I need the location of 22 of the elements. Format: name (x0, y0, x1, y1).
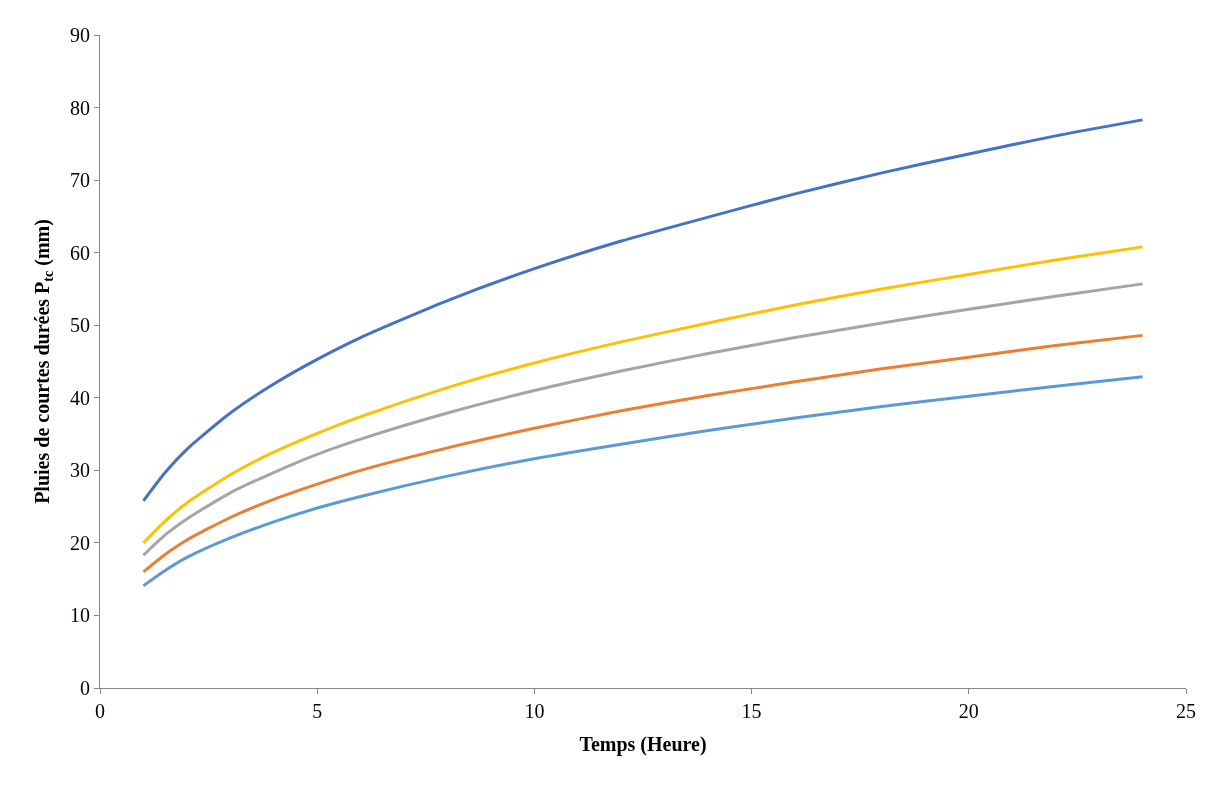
y-tick-label: 10 (70, 604, 90, 627)
y-tick-label: 80 (70, 96, 90, 119)
line-series (141, 333, 1145, 574)
y-tick-label: 20 (70, 531, 90, 554)
y-tick-label: 50 (70, 314, 90, 337)
x-tick-label: 5 (312, 700, 323, 722)
x-tick-label: 15 (741, 700, 762, 722)
y-tick-label: 30 (70, 459, 90, 482)
x-tick-label: 0 (95, 700, 105, 722)
y-tick-label: 0 (80, 677, 90, 699)
line-series (141, 245, 1145, 545)
y-tick-label: 60 (70, 241, 90, 264)
y-tick-label: 90 (70, 24, 90, 46)
y-tick-label: 70 (70, 169, 90, 192)
x-axis-title: Temps (Heure) (579, 732, 707, 756)
x-tick-label: 25 (1176, 700, 1196, 722)
y-tick-label: 40 (70, 386, 90, 409)
line-series (141, 118, 1145, 503)
x-tick-label: 20 (958, 700, 979, 722)
x-tick-label: 10 (524, 700, 545, 722)
line-series (141, 375, 1145, 588)
line-series (141, 282, 1145, 557)
